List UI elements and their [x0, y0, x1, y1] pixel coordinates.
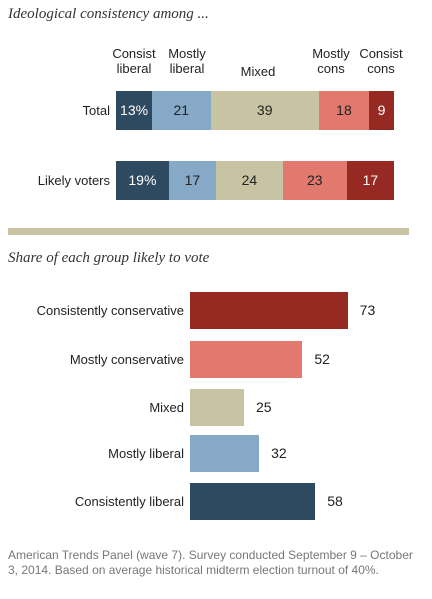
bar-label-1: Mostly conservative [69, 352, 184, 367]
segment-0-1 [152, 91, 211, 130]
bar-value-2: 25 [256, 399, 272, 415]
column-header-0: Consist liberal [99, 46, 169, 76]
row-label-1: Likely voters [37, 173, 110, 188]
bar-2 [190, 389, 244, 426]
bar-value-3: 32 [271, 445, 287, 461]
column-header-line: liberal [116, 61, 152, 76]
segment-label-1-1: 17 [184, 172, 201, 188]
segment-0-0 [116, 91, 153, 130]
section-divider [8, 228, 409, 235]
chart2-title: Share of each group likely to vote [8, 250, 210, 266]
column-header-line: Mostly [168, 46, 206, 61]
column-header-line: Mostly [312, 46, 350, 61]
column-header-4: Consist cons [346, 46, 416, 76]
bar-0 [190, 292, 348, 329]
bar-label-0: Consistently conservative [36, 303, 184, 318]
segment-1-4 [346, 161, 394, 200]
row-label-0: Total [82, 103, 110, 118]
segment-0-3 [318, 91, 369, 130]
segment-label-0-1: 21 [173, 102, 190, 118]
bar-1 [190, 341, 303, 378]
segment-label-1-0: 19% [128, 172, 157, 188]
segment-label-1-4: 17 [362, 172, 379, 188]
source-note: American Trends Panel (wave 7). Survey c… [8, 548, 413, 577]
bar-label-3: Mostly liberal [108, 446, 184, 461]
bar-label-2: Mixed [149, 400, 184, 415]
segment-0-4 [368, 91, 394, 130]
bar-value-4: 58 [327, 493, 343, 509]
segment-1-2 [216, 161, 283, 200]
segment-label-1-2: 24 [241, 172, 258, 188]
segment-label-1-3: 23 [306, 172, 323, 188]
column-header-line: Consist [112, 46, 156, 61]
column-header-line: cons [367, 61, 395, 76]
column-header-line: liberal [169, 61, 205, 76]
column-header-3: Mostly cons [296, 46, 366, 76]
bar-value-0: 73 [359, 302, 376, 318]
segment-1-3 [282, 161, 347, 200]
column-header-2: Mixed [223, 64, 293, 79]
column-header-line: cons [317, 61, 345, 76]
segment-label-0-2: 39 [256, 102, 273, 118]
segment-1-0 [116, 161, 169, 200]
column-header-line: Mixed [240, 64, 276, 79]
bar-3 [190, 435, 260, 472]
column-header-line: Consist [359, 46, 403, 61]
segment-label-0-0: 13% [120, 102, 149, 118]
segment-label-0-4: 9 [377, 102, 386, 118]
segment-1-1 [168, 161, 217, 200]
column-header-1: Mostly liberal [152, 46, 222, 76]
bar-4 [190, 483, 316, 520]
bar-label-4: Consistently liberal [74, 494, 184, 509]
bar-value-1: 52 [314, 351, 330, 367]
segment-0-2 [210, 91, 319, 130]
segment-label-0-3: 18 [336, 102, 352, 118]
chart1-title: Ideological consistency among ... [8, 6, 209, 22]
